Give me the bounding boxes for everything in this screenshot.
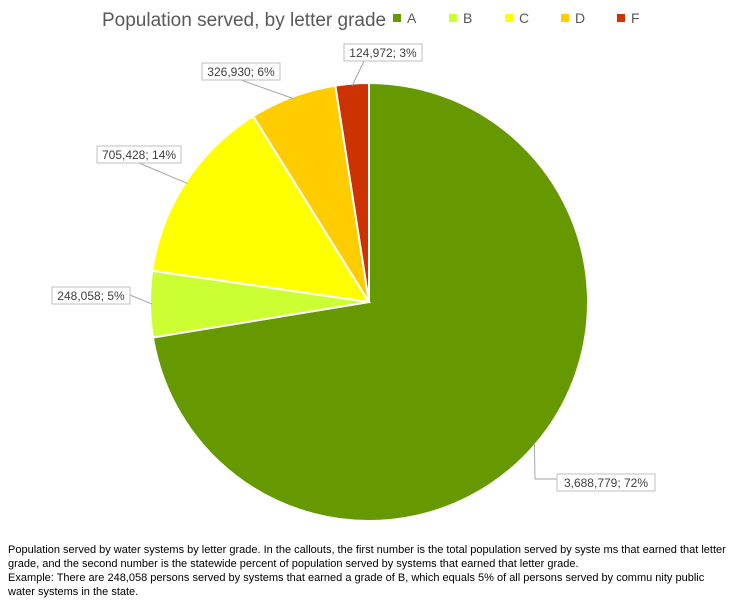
legend-label-d: D [575,10,585,26]
legend-label-a: A [407,10,417,26]
legend-swatch-d [561,14,569,22]
callout-leader-line [533,442,557,480]
callout-label-a: 3,688,779; 72% [564,476,648,490]
callouts: 3,688,779; 72% 248,058; 5% 705,428; 14% 326… [51,43,656,492]
callout-box [201,62,281,81]
callout-box [96,145,182,164]
callout-label-d: 326,930; 6% [207,65,275,79]
legend-label-f: F [631,10,640,26]
callout-label-c: 705,428; 14% [102,148,176,162]
callout-box [556,473,656,492]
chart-caption: Population served by water systems by le… [8,543,730,599]
chart-title: Population served, by letter grade [102,10,386,31]
legend-label-b: B [463,10,472,26]
callout-label-f: 124,972; 3% [349,46,417,60]
callout-leader-line [138,162,188,184]
pie-slice-f [334,81,370,303]
pie-slice-a [151,81,589,522]
callout-box [343,43,423,62]
legend-swatch-a [393,14,401,22]
legend-swatch-c [505,14,513,22]
pie-chart-svg: Population served, by letter grade A B C D F… [51,10,656,522]
pie-chart: Population served, by letter grade A B C D F… [51,10,656,522]
caption-line-1: Population served by water systems by le… [8,544,726,570]
legend-swatch-b [449,14,457,22]
callout-leader-line [129,294,153,305]
callout-label-b: 248,058; 5% [57,289,125,303]
callout-leader-line [240,79,294,100]
pie-slices [149,81,589,522]
callout-box [51,286,131,305]
legend-swatch-f [617,14,625,22]
legend-label-c: C [519,10,529,26]
caption-line-2: Example: There are 248,058 persons serve… [8,572,705,598]
callout-leader-line [351,60,365,86]
